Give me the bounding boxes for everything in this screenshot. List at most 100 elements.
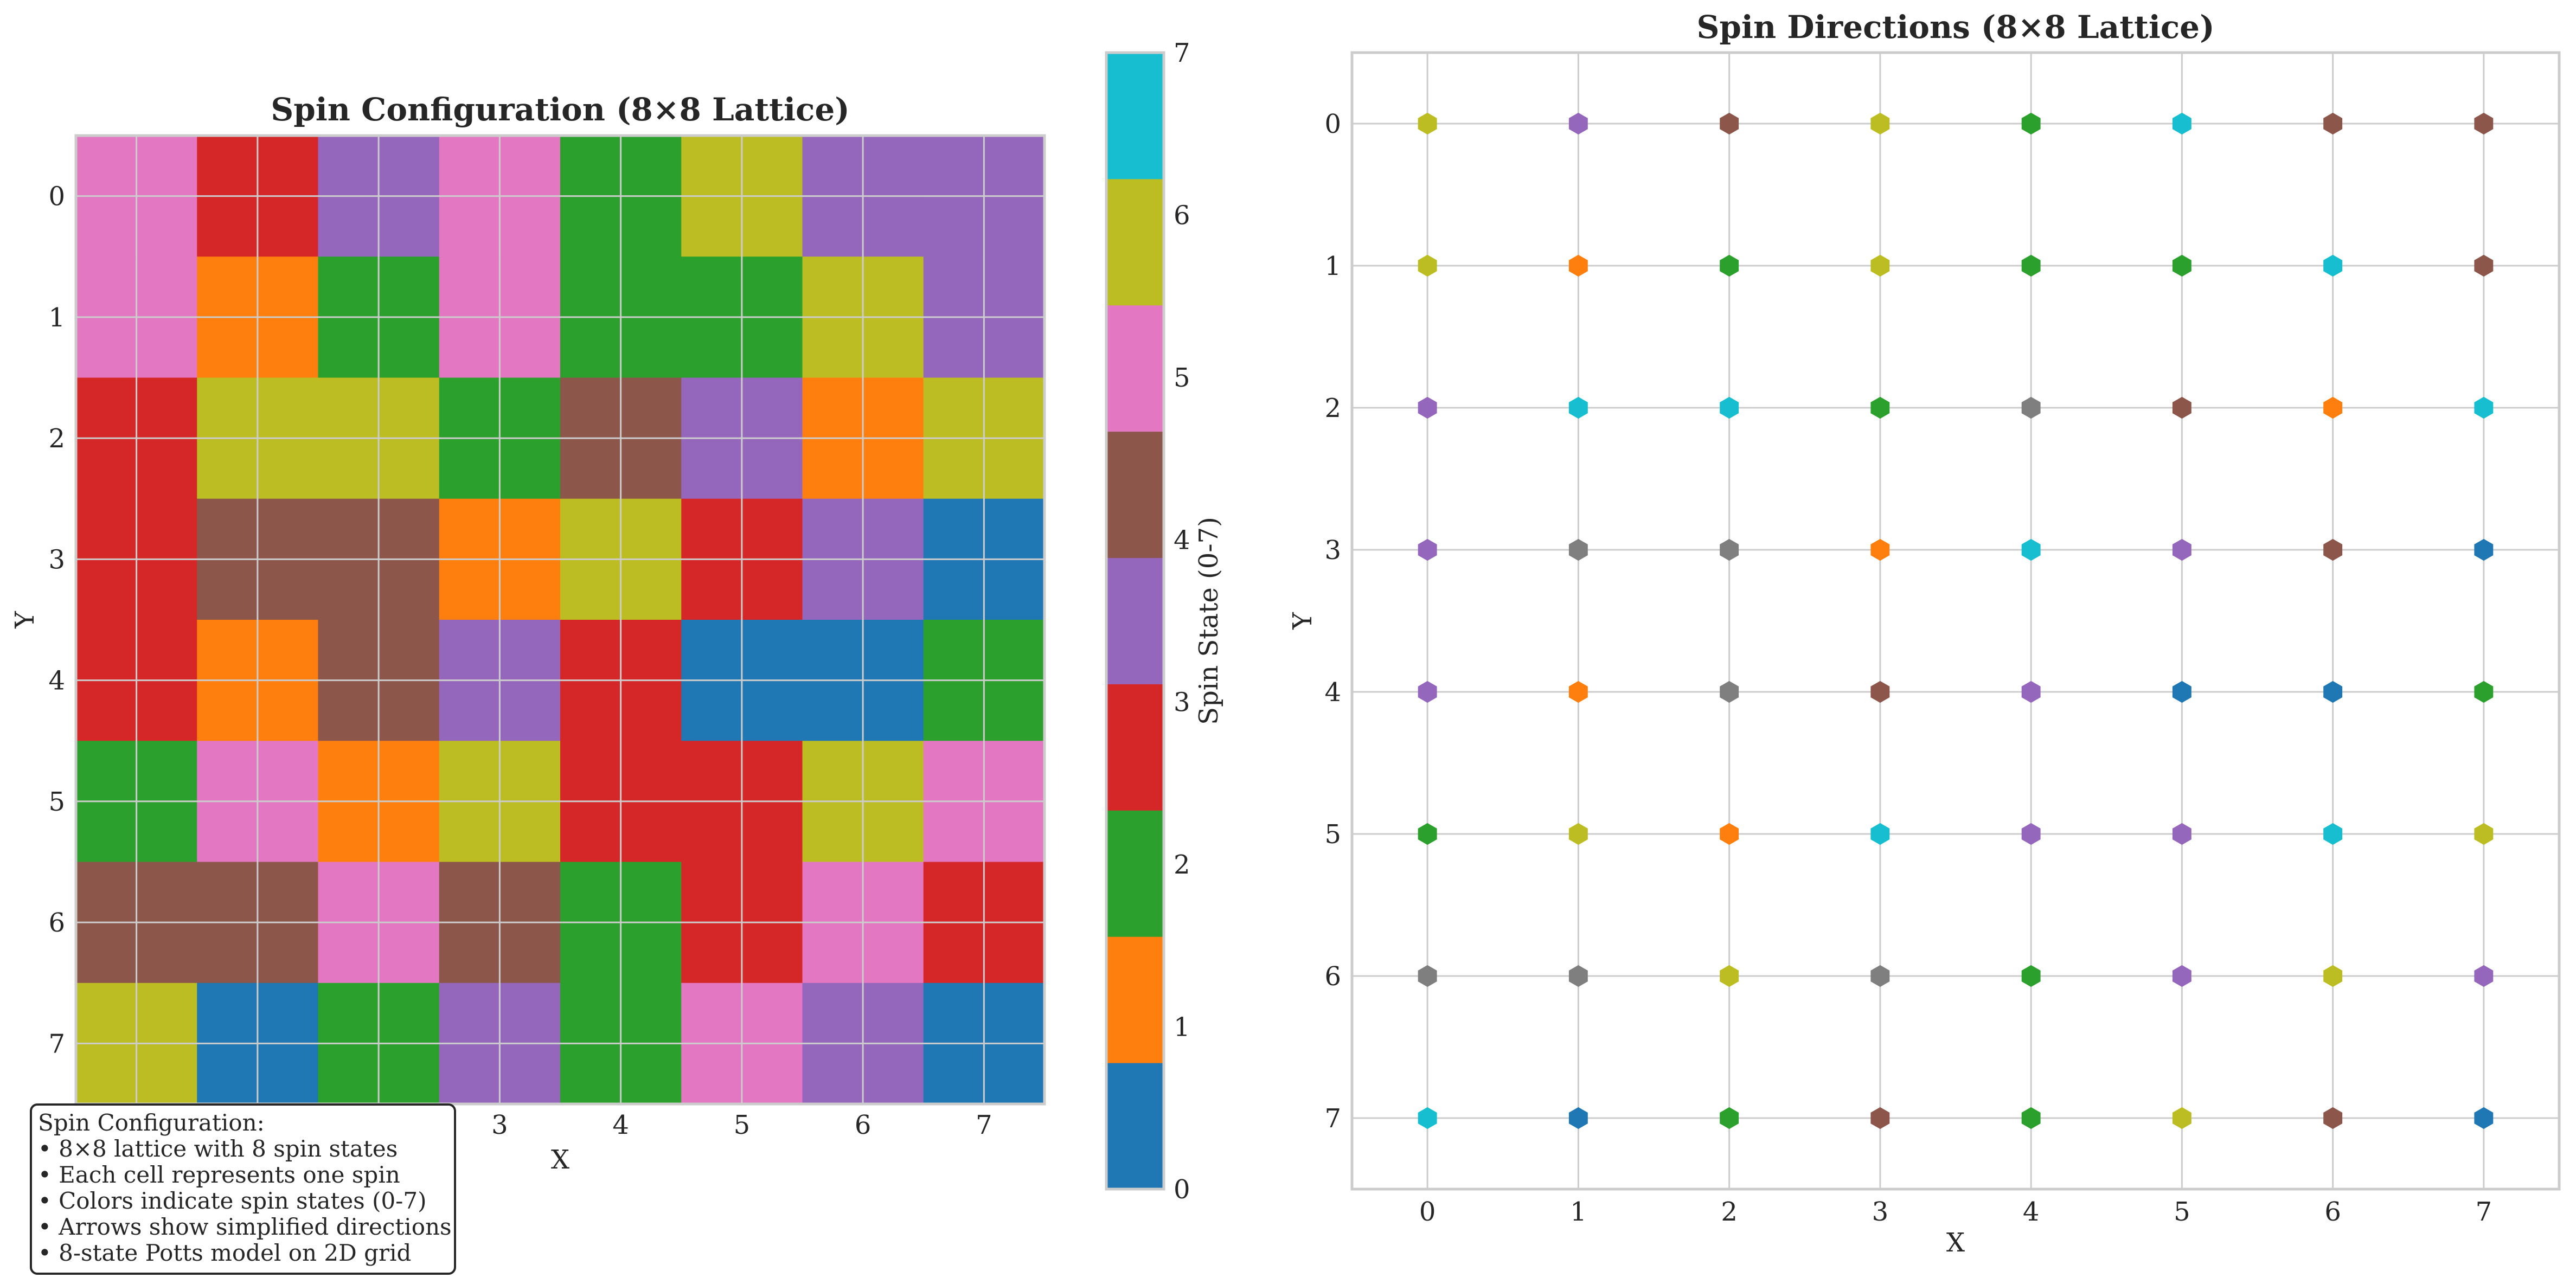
colorbar-tick-label: 5 [1174,363,1190,393]
scatter-point [1568,538,1588,561]
scatter-point [1720,1107,1739,1129]
scatter-y-tick-label: 4 [1324,677,1341,708]
scatter-point [2474,112,2494,135]
scatter-point [1568,1107,1588,1129]
scatter-point [1418,396,1437,419]
scatter-point [2323,254,2343,277]
scatter-y-tick-label: 5 [1324,819,1341,850]
scatter-y-tick-label: 0 [1324,109,1341,139]
colorbar-band [1106,431,1164,558]
heatmap-frame [74,134,1046,1106]
scatter-point [1870,254,1890,277]
heatmap-x-tick-label: 5 [734,1110,751,1140]
scatter-point [1418,823,1437,845]
scatter-point [1568,396,1588,419]
scatter-point [2323,965,2343,987]
scatter-point [2172,396,2191,419]
scatter-point [1568,680,1588,703]
scatter-point [2323,396,2343,419]
scatter-point [1720,396,1739,419]
scatter-x-axis-label: X [1946,1228,1965,1258]
scatter-point [1870,396,1890,419]
scatter-point [1870,965,1890,987]
colorbar-tick-label: 7 [1174,38,1190,68]
scatter-y-tick-label: 3 [1324,535,1341,566]
scatter-x-tick-label: 5 [2174,1197,2190,1227]
scatter-point [1568,823,1588,845]
colorbar-band [1106,810,1164,937]
scatter-point [2172,254,2191,277]
annotation-line: • Arrows show simplified directions [38,1214,452,1240]
scatter-point [1568,254,1588,277]
scatter-point [2323,112,2343,135]
heatmap-y-tick-label: 4 [48,666,65,696]
scatter-frame [1350,51,2561,1191]
scatter-point [2021,396,2041,419]
scatter-point [2021,965,2041,987]
scatter-point [2323,680,2343,703]
scatter-point [1568,965,1588,987]
spin-directions-panel: Spin Directions (8×8 Lattice) 0 1 2 3 4 5 6 7 0… [1287,9,2561,1258]
scatter-y-tick-label: 2 [1324,393,1341,423]
scatter-point [2172,680,2191,703]
scatter-point [2172,112,2191,135]
scatter-point [2021,254,2041,277]
heatmap-x-tick-label: 6 [855,1110,872,1140]
scatter-point [1418,680,1437,703]
scatter-x-ticks: 0 1 2 3 4 5 6 7 [1419,1197,2492,1227]
scatter-y-tick-label: 1 [1324,251,1341,281]
colorbar-tick-label: 1 [1174,1012,1190,1043]
scatter-point [1418,112,1437,135]
colorbar-band [1106,305,1164,432]
heatmap-y-tick-label: 6 [48,908,65,938]
scatter-y-tick-label: 7 [1324,1103,1341,1134]
annotation-line: Spin Configuration: [38,1109,265,1136]
scatter-point [1720,112,1739,135]
scatter-point [1720,254,1739,277]
heatmap-y-axis-label: Y [10,611,40,629]
scatter-point [2172,1107,2191,1129]
annotation-line: • 8×8 lattice with 8 spin states [38,1135,398,1162]
scatter-y-ticks: 0 1 2 3 4 5 6 7 [1324,109,1341,1134]
colorbar-ticks: 0 1 2 3 4 5 6 7 [1174,38,1190,1205]
scatter-x-tick-label: 7 [2476,1197,2492,1227]
scatter-point [1720,538,1739,561]
scatter-point [1568,112,1588,135]
heatmap-title: Spin Configuration (8×8 Lattice) [271,91,849,128]
scatter-point [2323,823,2343,845]
scatter-point [2474,1107,2494,1129]
scatter-point [1720,680,1739,703]
heatmap-gridlines [76,136,1045,1104]
scatter-point [2474,823,2494,845]
annotation-line: • 8-state Potts model on 2D grid [38,1240,411,1266]
annotation-line: • Colors indicate spin states (0-7) [38,1187,426,1214]
colorbar-band [1106,684,1164,811]
colorbar-tick-label: 2 [1174,850,1190,880]
heatmap-y-ticks: 0 1 2 3 4 5 6 7 [48,182,65,1060]
scatter-point [1870,112,1890,135]
scatter-point [1418,1107,1437,1129]
colorbar-tick-label: 0 [1174,1174,1190,1205]
annotation-text: Spin Configuration:• 8×8 lattice with 8 … [38,1109,452,1266]
colorbar-tick-label: 4 [1174,525,1190,555]
colorbar-band [1106,936,1164,1063]
colorbar-tick-label: 6 [1174,200,1190,230]
scatter-point [1418,965,1437,987]
scatter-point [1870,538,1890,561]
scatter-point [2021,112,2041,135]
heatmap-x-tick-label: 4 [612,1110,629,1140]
scatter-point [2323,538,2343,561]
colorbar-frame [1105,51,1165,1191]
annotation-box: Spin Configuration:• 8×8 lattice with 8 … [30,1103,456,1275]
colorbar [1106,53,1164,1190]
scatter-point [2172,823,2191,845]
scatter-point [2474,254,2494,277]
scatter-y-tick-label: 6 [1324,961,1341,992]
heatmap-y-tick-label: 7 [48,1029,65,1059]
scatter-point [2172,538,2191,561]
scatter-point [1870,680,1890,703]
scatter-x-tick-label: 1 [1570,1197,1587,1227]
scatter-point [2474,538,2494,561]
colorbar-label: Spin State (0-7) [1194,517,1224,725]
